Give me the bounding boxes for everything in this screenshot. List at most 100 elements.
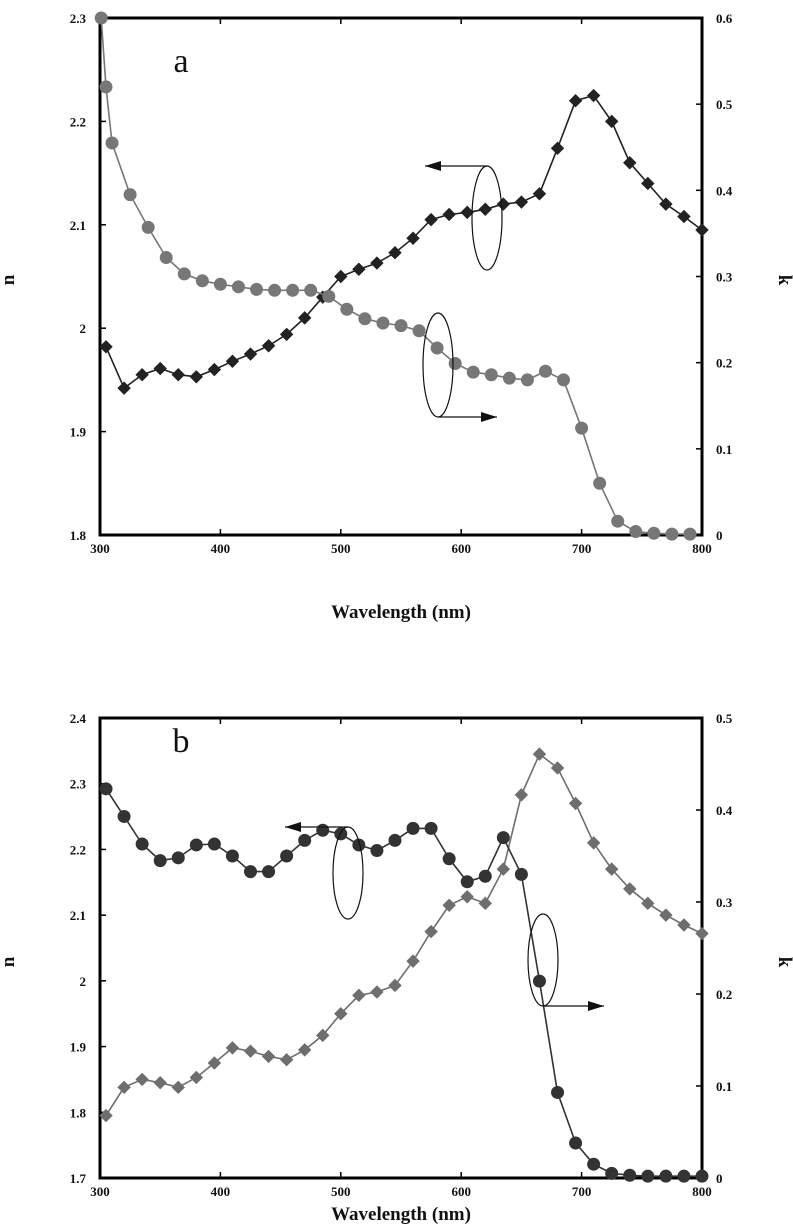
- diamond-marker: [225, 1041, 240, 1055]
- y-tick-label: 2.4: [70, 711, 87, 726]
- circle-marker: [135, 837, 149, 851]
- diamond-marker: [261, 1049, 276, 1064]
- x-tick-label: 500: [331, 1184, 351, 1199]
- circle-marker: [334, 827, 348, 841]
- circle-marker: [551, 1085, 565, 1099]
- y2-axis-title: k: [774, 957, 793, 968]
- diamond-marker: [388, 246, 402, 260]
- series-left-axis: [99, 747, 709, 1123]
- diamond-marker: [460, 890, 474, 904]
- circle-marker: [225, 849, 239, 863]
- diamond-marker: [424, 924, 438, 939]
- x-tick-label: 700: [572, 1184, 592, 1199]
- circle-marker: [298, 833, 312, 847]
- arrow-left-icon: [285, 822, 301, 832]
- circle-marker: [352, 838, 366, 852]
- y-tick-label: 1.7: [70, 1171, 87, 1186]
- series-ellipse: [422, 312, 454, 418]
- diamond-marker: [406, 231, 420, 245]
- x-tick-label: 300: [90, 1184, 110, 1199]
- circle-marker: [213, 277, 227, 291]
- circle-marker: [268, 283, 282, 297]
- diamond-marker: [424, 212, 438, 227]
- series-ellipse: [527, 913, 559, 1007]
- diamond-marker: [99, 1108, 113, 1123]
- circle-marker: [141, 220, 155, 234]
- diamond-marker: [352, 262, 366, 276]
- diamond-marker: [478, 896, 492, 911]
- circle-marker: [460, 875, 474, 889]
- y-tick-label: 2.2: [70, 842, 86, 857]
- arrow-right-icon: [481, 412, 497, 422]
- circle-marker: [388, 833, 402, 847]
- diamond-marker: [316, 1028, 330, 1043]
- diamond-marker: [514, 788, 529, 802]
- diamond-marker: [586, 88, 601, 103]
- diamond-marker: [478, 202, 492, 216]
- diamond-marker: [117, 381, 131, 395]
- circle-marker: [316, 823, 330, 837]
- diamond-marker: [297, 1043, 312, 1057]
- circle-marker: [557, 373, 571, 387]
- circle-marker: [370, 843, 384, 857]
- diamond-marker: [171, 368, 185, 382]
- circle-marker: [159, 251, 173, 265]
- x-tick-label: 500: [331, 541, 351, 556]
- diamond-marker: [297, 311, 312, 325]
- y2-tick-label: 0: [716, 528, 723, 543]
- diamond-marker: [135, 368, 149, 382]
- diamond-marker: [641, 896, 655, 911]
- diamond-marker: [442, 207, 456, 222]
- circle-marker: [496, 831, 510, 845]
- diamond-marker: [496, 197, 511, 211]
- circle-marker: [195, 274, 209, 288]
- circle-marker: [358, 312, 372, 326]
- plot-frame: [98, 716, 704, 1180]
- right-axis-pointer: [422, 312, 497, 422]
- series-left-axis: [99, 88, 709, 395]
- circle-marker: [641, 1169, 655, 1183]
- series-line: [105, 788, 702, 1177]
- circle-marker: [502, 371, 516, 385]
- circle-marker: [394, 319, 408, 333]
- circle-marker: [538, 364, 552, 378]
- diamond-marker: [153, 1076, 167, 1090]
- diamond-marker: [189, 1070, 204, 1085]
- left-axis-pointer: [285, 822, 364, 920]
- circle-marker: [105, 136, 119, 150]
- diamond-marker: [442, 898, 456, 912]
- diamond-marker: [532, 747, 547, 761]
- circle-marker: [665, 527, 679, 541]
- diamond-marker: [604, 862, 619, 876]
- circle-marker: [514, 867, 528, 881]
- circle-marker: [244, 865, 257, 879]
- circle-marker: [262, 865, 276, 879]
- circle-marker: [424, 821, 438, 835]
- circle-marker: [575, 421, 589, 435]
- circle-marker: [322, 289, 336, 303]
- y-tick-label: 1.9: [70, 1040, 87, 1055]
- diamond-marker: [532, 187, 547, 201]
- diamond-marker: [623, 156, 637, 170]
- y2-tick-label: 0.5: [716, 97, 733, 112]
- circle-marker: [189, 838, 203, 852]
- circle-marker: [123, 188, 137, 202]
- circle-marker: [569, 1136, 583, 1150]
- y-tick-label: 1.8: [70, 1105, 87, 1120]
- right-axis-pointer: [527, 913, 604, 1011]
- circle-marker: [629, 525, 643, 539]
- arrow-left-icon: [425, 161, 441, 171]
- diamond-marker: [334, 269, 348, 284]
- circle-marker: [442, 852, 456, 866]
- circle-marker: [231, 280, 245, 294]
- y-tick-label: 1.9: [70, 425, 87, 440]
- diamond-marker: [623, 882, 637, 896]
- diamond-marker: [171, 1080, 185, 1095]
- circle-marker: [99, 80, 113, 94]
- diamond-marker: [243, 1044, 258, 1058]
- y2-tick-label: 0.5: [716, 711, 733, 726]
- diamond-marker: [568, 94, 583, 108]
- circle-marker: [94, 11, 108, 25]
- diamond-marker: [641, 176, 655, 191]
- x-tick-label: 400: [211, 541, 231, 556]
